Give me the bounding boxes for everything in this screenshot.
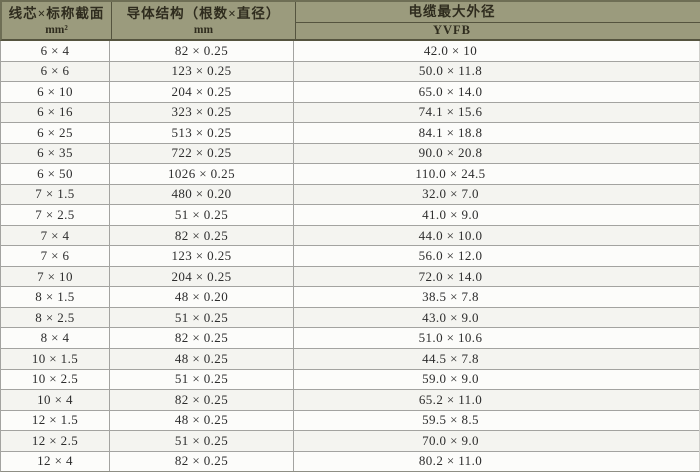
cell-od: 65.0 × 14.0: [418, 83, 483, 99]
header-od-title: 电缆最大外径: [408, 4, 496, 19]
cell-conductor: 48 × 0.25: [110, 348, 294, 369]
cell-cores: 6 × 16: [1, 102, 110, 123]
cell-od: 43.0 × 9.0: [422, 309, 479, 325]
table-row: 6 × 6 123 × 0.25 50.0 × 11.8: [1, 61, 699, 83]
header-cell-od: 电缆最大外径 YVFB: [296, 2, 700, 39]
table-row: 8 × 1.5 48 × 0.20 38.5 × 7.8: [1, 287, 699, 308]
table-row: 12 × 1.5 48 × 0.25 59.5 × 8.5: [1, 410, 699, 432]
cell-od: 70.0 × 9.0: [422, 432, 479, 448]
table-row: 10 × 2.5 51 × 0.25 59.0 × 9.0: [1, 369, 699, 391]
od-type-label: YVFB: [432, 23, 472, 38]
cell-od: 90.0 × 20.8: [418, 145, 483, 161]
cell-od: 80.2 × 11.0: [418, 453, 483, 469]
cell-od: 41.0 × 9.0: [422, 207, 479, 223]
cell-cores: 7 × 4: [1, 225, 110, 246]
cell-od: 42.0 × 10: [423, 42, 478, 58]
header-cell-cores: 线芯×标称截面 mm²: [2, 2, 112, 39]
cell-conductor: 82 × 0.25: [110, 41, 294, 61]
cell-cores: 8 × 4: [1, 328, 110, 348]
cell-cores: 7 × 6: [1, 246, 110, 266]
cell-od: 74.1 × 15.6: [418, 104, 483, 120]
table-row: 12 × 2.5 51 × 0.25 70.0 × 9.0: [1, 431, 699, 452]
cell-conductor: 204 × 0.25: [110, 266, 294, 287]
cell-od: 84.1 × 18.8: [418, 124, 483, 140]
cell-od: 44.5 × 7.8: [422, 350, 479, 366]
cell-cores: 7 × 10: [1, 266, 110, 287]
table-row: 6 × 25 513 × 0.25 84.1 × 18.8: [1, 123, 699, 144]
header-cell-conductor: 导体结构（根数×直径） mm: [112, 2, 296, 39]
cell-cores: 12 × 4: [1, 451, 110, 472]
cell-cores: 10 × 1.5: [1, 348, 110, 369]
table-row: 8 × 4 82 × 0.25 51.0 × 10.6: [1, 328, 699, 349]
cell-od: 59.0 × 9.0: [422, 371, 479, 387]
cell-cores: 6 × 50: [1, 164, 110, 184]
table-body: 6 × 4 82 × 0.25 42.0 × 10 6 × 6 123 × 0.…: [0, 41, 700, 472]
cell-cores: 6 × 35: [1, 143, 110, 164]
table-row: 6 × 16 323 × 0.25 74.1 × 15.6: [1, 102, 699, 124]
cell-cores: 8 × 2.5: [1, 307, 110, 328]
cell-conductor: 82 × 0.25: [110, 451, 294, 472]
table-row: 6 × 10 204 × 0.25 65.0 × 14.0: [1, 82, 699, 103]
header-conductor-unit: mm: [193, 23, 214, 36]
cell-conductor: 204 × 0.25: [110, 82, 294, 102]
cell-conductor: 513 × 0.25: [110, 123, 294, 143]
header-od-type-row: YVFB: [296, 23, 700, 39]
cell-od: 44.0 × 10.0: [418, 227, 483, 243]
table-row: 7 × 4 82 × 0.25 44.0 × 10.0: [1, 225, 699, 247]
table-row: 7 × 6 123 × 0.25 56.0 × 12.0: [1, 246, 699, 267]
cell-od: 72.0 × 14.0: [418, 268, 483, 284]
table-row: 7 × 2.5 51 × 0.25 41.0 × 9.0: [1, 205, 699, 226]
cell-od: 50.0 × 11.8: [418, 63, 483, 79]
cell-conductor: 123 × 0.25: [110, 61, 294, 82]
cell-cores: 8 × 1.5: [1, 287, 110, 307]
cell-od: 110.0 × 24.5: [415, 165, 486, 181]
cell-od: 56.0 × 12.0: [418, 248, 483, 264]
cell-od: 65.2 × 11.0: [418, 391, 483, 407]
table-row: 7 × 1.5 480 × 0.20 32.0 × 7.0: [1, 184, 699, 206]
cell-od: 59.5 × 8.5: [422, 412, 479, 428]
table-row: 10 × 4 82 × 0.25 65.2 × 11.0: [1, 390, 699, 411]
table-header: 线芯×标称截面 mm² 导体结构（根数×直径） mm 电缆最大外径 YVFB: [0, 0, 700, 41]
cell-conductor: 123 × 0.25: [110, 246, 294, 266]
cell-cores: 12 × 2.5: [1, 431, 110, 451]
table-row: 8 × 2.5 51 × 0.25 43.0 × 9.0: [1, 307, 699, 329]
cell-conductor: 82 × 0.25: [110, 328, 294, 348]
cell-cores: 10 × 4: [1, 390, 110, 410]
cell-conductor: 480 × 0.20: [110, 184, 294, 205]
cell-conductor: 48 × 0.20: [110, 287, 294, 307]
cell-cores: 6 × 6: [1, 61, 110, 82]
cell-od: 38.5 × 7.8: [422, 289, 479, 305]
table-row: 6 × 4 82 × 0.25 42.0 × 10: [1, 41, 699, 62]
cell-cores: 7 × 1.5: [1, 184, 110, 205]
cell-cores: 6 × 25: [1, 123, 110, 143]
cell-conductor: 48 × 0.25: [110, 410, 294, 431]
cell-conductor: 82 × 0.25: [110, 390, 294, 410]
header-cores-unit: mm²: [45, 23, 68, 36]
cell-cores: 10 × 2.5: [1, 369, 110, 390]
cell-cores: 7 × 2.5: [1, 205, 110, 225]
cell-od: 32.0 × 7.0: [422, 186, 479, 202]
cell-conductor: 323 × 0.25: [110, 102, 294, 123]
header-conductor-title: 导体结构（根数×直径）: [126, 6, 281, 22]
table-row: 12 × 4 82 × 0.25 80.2 × 11.0: [1, 451, 699, 472]
cell-conductor: 722 × 0.25: [110, 143, 294, 164]
cell-conductor: 51 × 0.25: [110, 205, 294, 225]
cell-conductor: 51 × 0.25: [110, 307, 294, 328]
table-row: 6 × 35 722 × 0.25 90.0 × 20.8: [1, 143, 699, 165]
table-row: 6 × 50 1026 × 0.25 110.0 × 24.5: [1, 164, 699, 185]
cell-cores: 6 × 10: [1, 82, 110, 102]
cell-conductor: 82 × 0.25: [110, 225, 294, 246]
header-od-title-row: 电缆最大外径: [296, 2, 700, 23]
cell-od: 51.0 × 10.6: [418, 330, 483, 346]
cell-conductor: 1026 × 0.25: [110, 164, 294, 184]
cell-conductor: 51 × 0.25: [110, 431, 294, 451]
table-row: 10 × 1.5 48 × 0.25 44.5 × 7.8: [1, 348, 699, 370]
cell-conductor: 51 × 0.25: [110, 369, 294, 390]
cell-cores: 12 × 1.5: [1, 410, 110, 431]
table-row: 7 × 10 204 × 0.25 72.0 × 14.0: [1, 266, 699, 288]
cell-cores: 6 × 4: [1, 41, 110, 61]
header-cores-title: 线芯×标称截面: [8, 6, 105, 22]
